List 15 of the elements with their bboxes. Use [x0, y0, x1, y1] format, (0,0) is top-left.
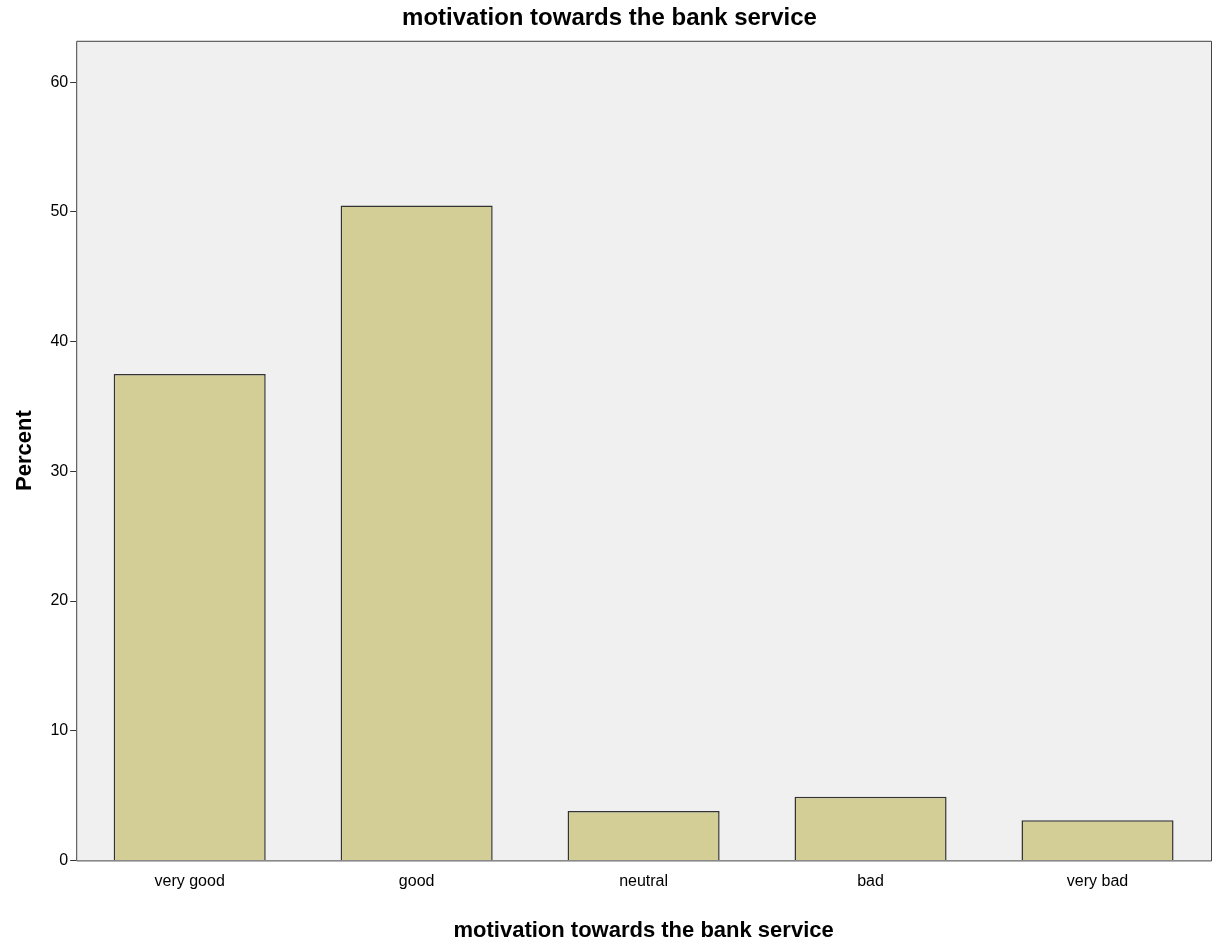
- y-tick-label: 30: [50, 461, 69, 479]
- x-tick-label: bad: [857, 872, 884, 890]
- y-tick-label: 50: [50, 202, 69, 220]
- y-tick-label: 10: [50, 721, 69, 739]
- x-tick-label: neutral: [619, 872, 669, 890]
- x-tick-label: very good: [154, 872, 225, 890]
- x-axis-title: motivation towards the bank service: [453, 916, 834, 942]
- chart-title: motivation towards the bank service: [402, 3, 817, 31]
- y-axis-title: Percent: [11, 409, 37, 491]
- y-tick-label: 40: [50, 332, 69, 350]
- y-tick-label: 20: [50, 591, 69, 609]
- y-tick-label: 0: [59, 850, 69, 868]
- y-tick-label: 60: [50, 72, 69, 90]
- x-tick-label: very bad: [1066, 872, 1129, 890]
- x-tick-label: good: [398, 872, 435, 890]
